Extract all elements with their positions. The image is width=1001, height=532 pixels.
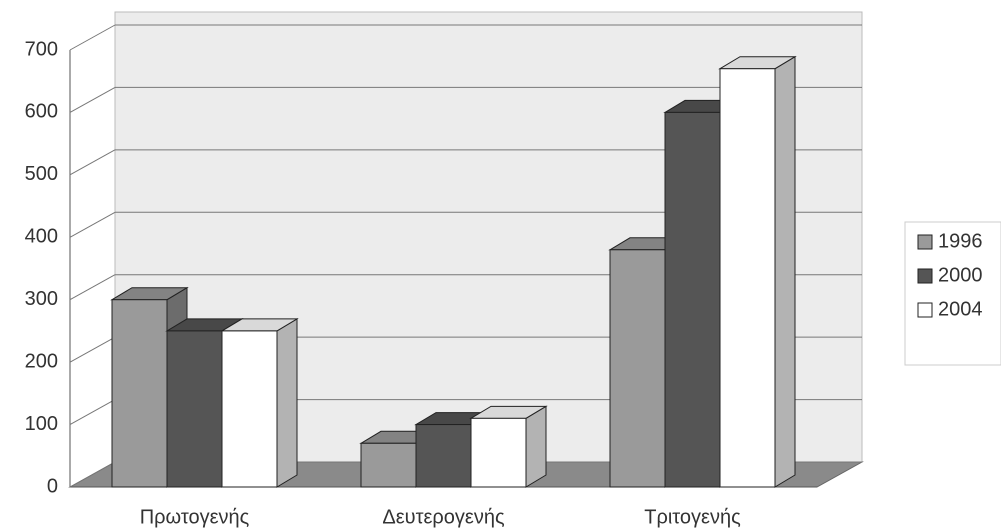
legend-label: 2000	[938, 264, 983, 286]
bar-front	[415, 424, 472, 488]
bar-front	[221, 330, 278, 488]
bar	[718, 55, 797, 488]
legend-label: 2004	[938, 298, 983, 320]
bar-front	[470, 417, 527, 488]
grid-line-side	[69, 211, 116, 238]
bar-front	[664, 111, 721, 488]
bar-front	[719, 68, 776, 488]
y-tick-label: 500	[25, 163, 58, 185]
y-tick-label: 0	[47, 475, 58, 497]
bar-side	[525, 405, 547, 488]
y-tick-label: 200	[25, 350, 58, 372]
y-tick-label: 600	[25, 101, 58, 123]
bar-front	[360, 442, 417, 488]
grid-line-side	[69, 336, 116, 363]
grid-line-side	[69, 461, 116, 488]
legend	[904, 221, 1001, 366]
y-tick-label: 400	[25, 226, 58, 248]
legend-swatch	[917, 234, 933, 250]
x-tick-label: Πρωτογενής	[140, 506, 250, 528]
legend-label: 1996	[938, 230, 983, 252]
legend-swatch	[917, 302, 933, 318]
grid-line-side	[69, 24, 116, 51]
grid-line-side	[69, 86, 116, 113]
bar-front	[111, 299, 168, 488]
bar	[220, 318, 299, 488]
bar-front	[166, 330, 223, 488]
legend-swatch	[917, 268, 933, 284]
bar-front	[609, 249, 666, 488]
x-tick-label: Τριτογενής	[644, 506, 741, 528]
bar	[469, 405, 548, 488]
x-tick-label: Δευτερογενής	[382, 506, 505, 528]
grid-line-side	[69, 399, 116, 426]
bar-side	[276, 318, 298, 488]
grid-line-side	[69, 274, 116, 301]
grid-line-side	[69, 149, 116, 176]
bar-side	[774, 55, 796, 488]
y-tick-label: 300	[25, 288, 58, 310]
y-tick-label: 100	[25, 413, 58, 435]
y-tick-label: 700	[25, 38, 58, 60]
